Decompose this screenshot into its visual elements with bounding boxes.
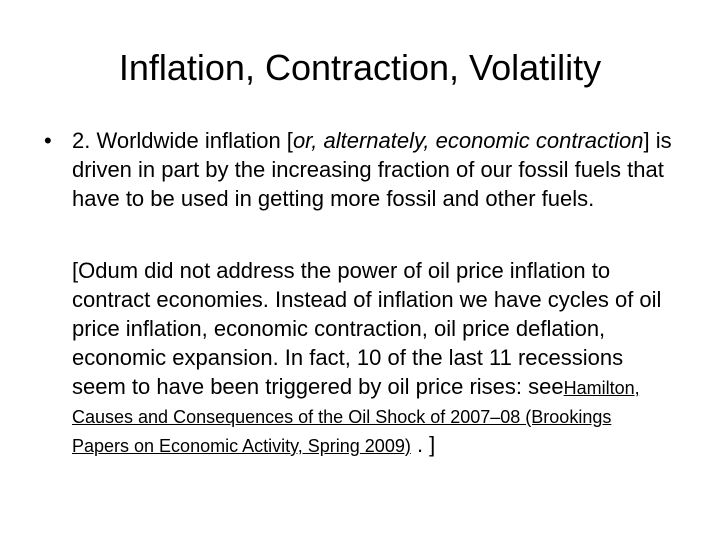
bullet-italic: or, alternately, economic contraction: [292, 128, 644, 153]
bullet-paragraph: • 2. Worldwide inflation [or, alternately…: [44, 126, 672, 213]
bullet-text: 2. Worldwide inflation [: [72, 128, 293, 153]
bullet-marker: •: [44, 128, 52, 153]
note-end: . ]: [410, 432, 436, 457]
bullet-text: ] is driven in part by the increasing fr…: [72, 128, 672, 211]
slide-title: Inflation, Contraction, Volatility: [118, 47, 602, 88]
note-text: [Odum did not address the power of oil p…: [72, 258, 662, 399]
note-paragraph: [Odum did not address the power of oil p…: [72, 256, 672, 459]
reference-link[interactable]: Hamilton, Causes and Consequences of the…: [72, 378, 640, 456]
